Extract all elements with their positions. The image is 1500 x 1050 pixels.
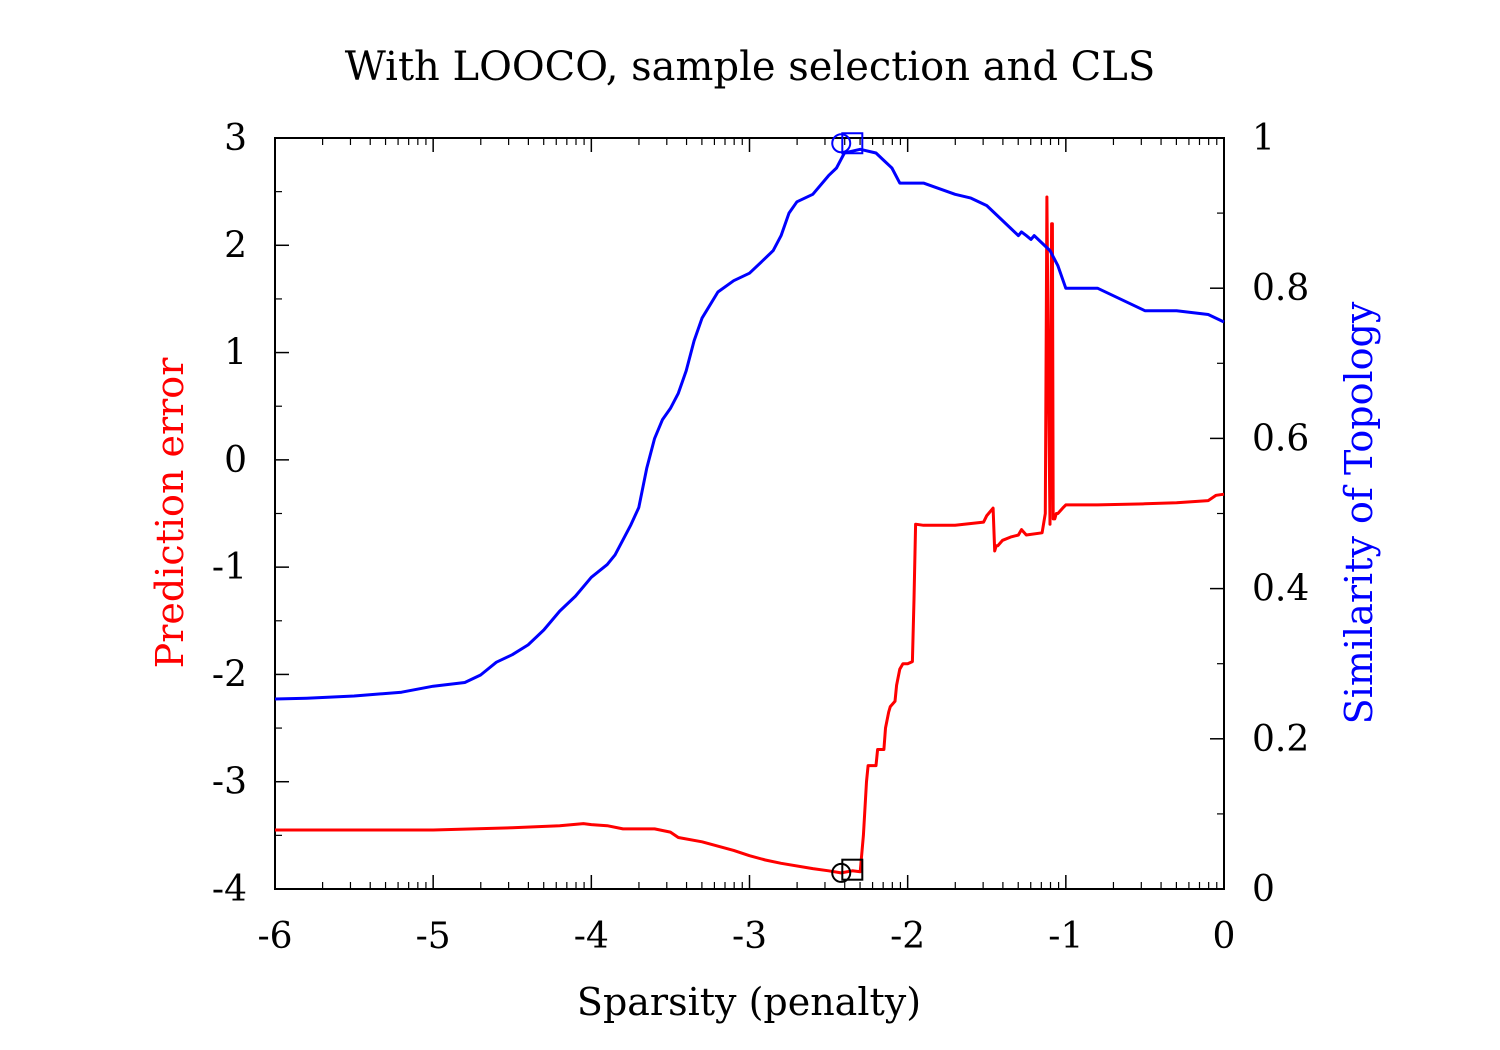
series-layer	[274, 147, 1225, 875]
square-marker	[841, 858, 864, 881]
right-tick-label: 0.8	[1252, 268, 1309, 309]
left-tick-label: 3	[224, 118, 247, 159]
x-axis-label: Sparsity (penalty)	[577, 980, 921, 1024]
circle-marker	[831, 862, 852, 883]
x-tick-label: -5	[416, 916, 451, 957]
chart-title: With LOOCO, sample selection and CLS	[345, 44, 1155, 90]
left-axis-ticks: -4 -3 -2 -1 0 1 2 3	[212, 118, 289, 910]
left-axis-label: Prediction error	[148, 357, 192, 669]
x-tick-label: -3	[732, 916, 767, 957]
x-tick-label: -2	[890, 916, 925, 957]
right-axis-ticks: 0 0.2 0.4 0.6 0.8 1	[1210, 118, 1309, 910]
left-tick-label: -4	[212, 869, 247, 910]
square-marker	[841, 132, 864, 155]
right-axis-label: Similarity of Topology	[1337, 301, 1381, 724]
right-tick-label: 0.2	[1252, 719, 1309, 760]
left-tick-label: 2	[224, 225, 247, 266]
circle-marker	[831, 133, 852, 154]
plot-frame	[274, 137, 1225, 890]
x-tick-label: -6	[257, 916, 292, 957]
prediction-error-line	[275, 195, 1225, 875]
right-tick-label: 0.6	[1252, 418, 1309, 459]
x-axis-ticks: -6 -5 -4 -3 -2 -1 0	[257, 138, 1235, 957]
left-tick-label: 1	[224, 333, 247, 374]
left-tick-label: -2	[212, 654, 247, 695]
right-tick-label: 1	[1252, 118, 1275, 159]
right-tick-label: 0	[1252, 869, 1275, 910]
x-tick-label: -1	[1048, 916, 1083, 957]
marker-layer	[831, 132, 864, 883]
left-tick-label: 0	[224, 440, 247, 481]
similarity-line	[274, 147, 1225, 701]
right-tick-label: 0.4	[1252, 569, 1309, 610]
left-tick-label: -1	[212, 547, 247, 588]
x-tick-label: 0	[1213, 916, 1236, 957]
left-tick-label: -3	[212, 762, 247, 803]
x-tick-label: -4	[574, 916, 609, 957]
